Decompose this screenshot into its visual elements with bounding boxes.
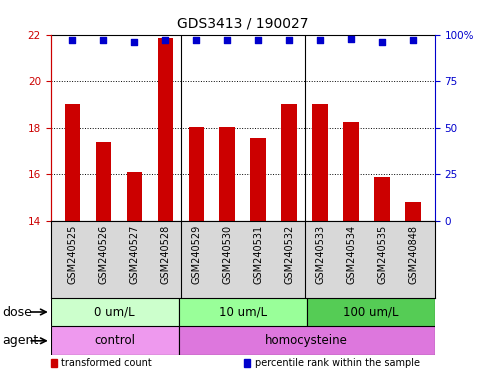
FancyBboxPatch shape <box>51 298 179 326</box>
Bar <box>313 104 328 221</box>
Text: GSM240530: GSM240530 <box>222 225 232 284</box>
Text: agent: agent <box>2 334 39 347</box>
Text: homocysteine: homocysteine <box>265 334 348 347</box>
Point <box>255 37 262 43</box>
Text: percentile rank within the sample: percentile rank within the sample <box>255 358 420 368</box>
Point <box>378 39 386 45</box>
Bar <box>188 126 204 221</box>
FancyBboxPatch shape <box>179 298 307 326</box>
Bar <box>374 177 390 221</box>
FancyBboxPatch shape <box>179 326 435 355</box>
Text: transformed count: transformed count <box>61 358 152 368</box>
FancyBboxPatch shape <box>51 326 179 355</box>
Point <box>285 37 293 43</box>
Text: GSM240532: GSM240532 <box>284 225 294 284</box>
Text: GSM240531: GSM240531 <box>253 225 263 284</box>
Point <box>409 37 417 43</box>
Text: GSM240527: GSM240527 <box>129 225 139 284</box>
Text: GSM240525: GSM240525 <box>68 225 77 284</box>
Bar <box>96 142 111 221</box>
Point <box>347 36 355 42</box>
Bar <box>157 38 173 221</box>
Text: GDS3413 / 190027: GDS3413 / 190027 <box>177 17 309 31</box>
Point <box>316 37 324 43</box>
Bar <box>219 126 235 221</box>
Text: 100 um/L: 100 um/L <box>343 306 398 318</box>
Text: GSM240528: GSM240528 <box>160 225 170 284</box>
Bar <box>127 172 142 221</box>
Text: 0 um/L: 0 um/L <box>94 306 135 318</box>
Text: GSM240534: GSM240534 <box>346 225 356 284</box>
Bar <box>251 138 266 221</box>
FancyBboxPatch shape <box>307 298 435 326</box>
Bar <box>282 104 297 221</box>
Point <box>69 37 76 43</box>
Text: dose: dose <box>2 306 32 318</box>
Text: GSM240533: GSM240533 <box>315 225 325 284</box>
Bar <box>343 122 359 221</box>
Text: GSM240526: GSM240526 <box>99 225 108 284</box>
Text: GSM240535: GSM240535 <box>377 225 387 284</box>
Point <box>161 37 169 43</box>
Bar <box>405 202 421 221</box>
Point <box>99 37 107 43</box>
Point <box>130 39 138 45</box>
Text: GSM240848: GSM240848 <box>408 225 418 284</box>
Text: control: control <box>94 334 135 347</box>
Point <box>192 37 200 43</box>
Text: 10 um/L: 10 um/L <box>219 306 267 318</box>
Text: GSM240529: GSM240529 <box>191 225 201 284</box>
Bar <box>65 104 80 221</box>
Point <box>223 37 231 43</box>
